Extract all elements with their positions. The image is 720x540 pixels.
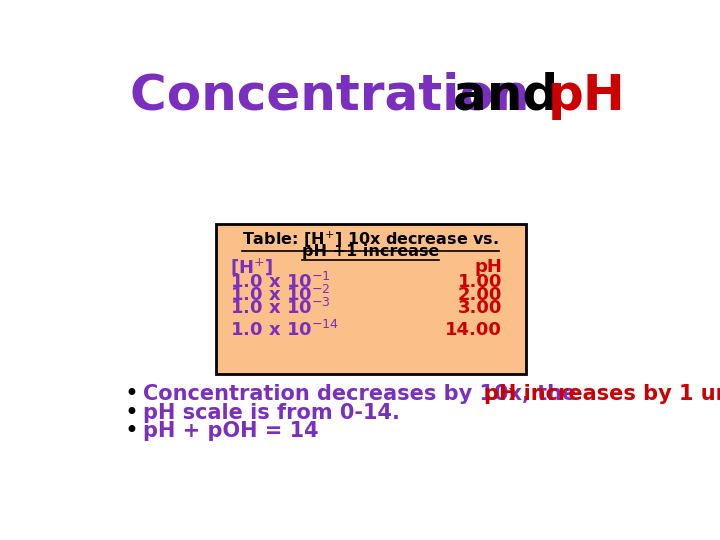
Text: 1.0 x 10$^{-1}$: 1.0 x 10$^{-1}$ (230, 272, 330, 292)
Text: pH: pH (548, 72, 626, 119)
Text: 3.00: 3.00 (458, 299, 503, 317)
FancyBboxPatch shape (215, 224, 526, 374)
Text: pH +1 increase: pH +1 increase (302, 245, 439, 259)
Text: 2.00: 2.00 (458, 286, 503, 304)
Text: •: • (125, 382, 139, 407)
Text: and: and (453, 72, 575, 119)
Text: Table: [H$^{+}$] 10x decrease vs.: Table: [H$^{+}$] 10x decrease vs. (242, 230, 499, 249)
Text: pH scale is from 0-14.: pH scale is from 0-14. (143, 403, 400, 423)
Text: 1.0 x 10$^{-3}$: 1.0 x 10$^{-3}$ (230, 298, 330, 318)
Text: pH: pH (474, 258, 503, 275)
Text: Concentration decreases by 10x, the: Concentration decreases by 10x, the (143, 384, 583, 404)
Text: 14.00: 14.00 (446, 321, 503, 339)
Text: •: • (125, 401, 139, 425)
Text: pH increases by 1 unit.: pH increases by 1 unit. (484, 384, 720, 404)
Text: Concentration: Concentration (130, 72, 546, 119)
Text: 1.0 x 10$^{-2}$: 1.0 x 10$^{-2}$ (230, 285, 330, 305)
Text: [H$^{+}$]: [H$^{+}$] (230, 256, 273, 277)
Text: 1.00: 1.00 (458, 273, 503, 291)
Text: 1.0 x 10$^{-14}$: 1.0 x 10$^{-14}$ (230, 320, 338, 340)
Text: •: • (125, 420, 139, 443)
Text: pH + pOH = 14: pH + pOH = 14 (143, 421, 318, 441)
